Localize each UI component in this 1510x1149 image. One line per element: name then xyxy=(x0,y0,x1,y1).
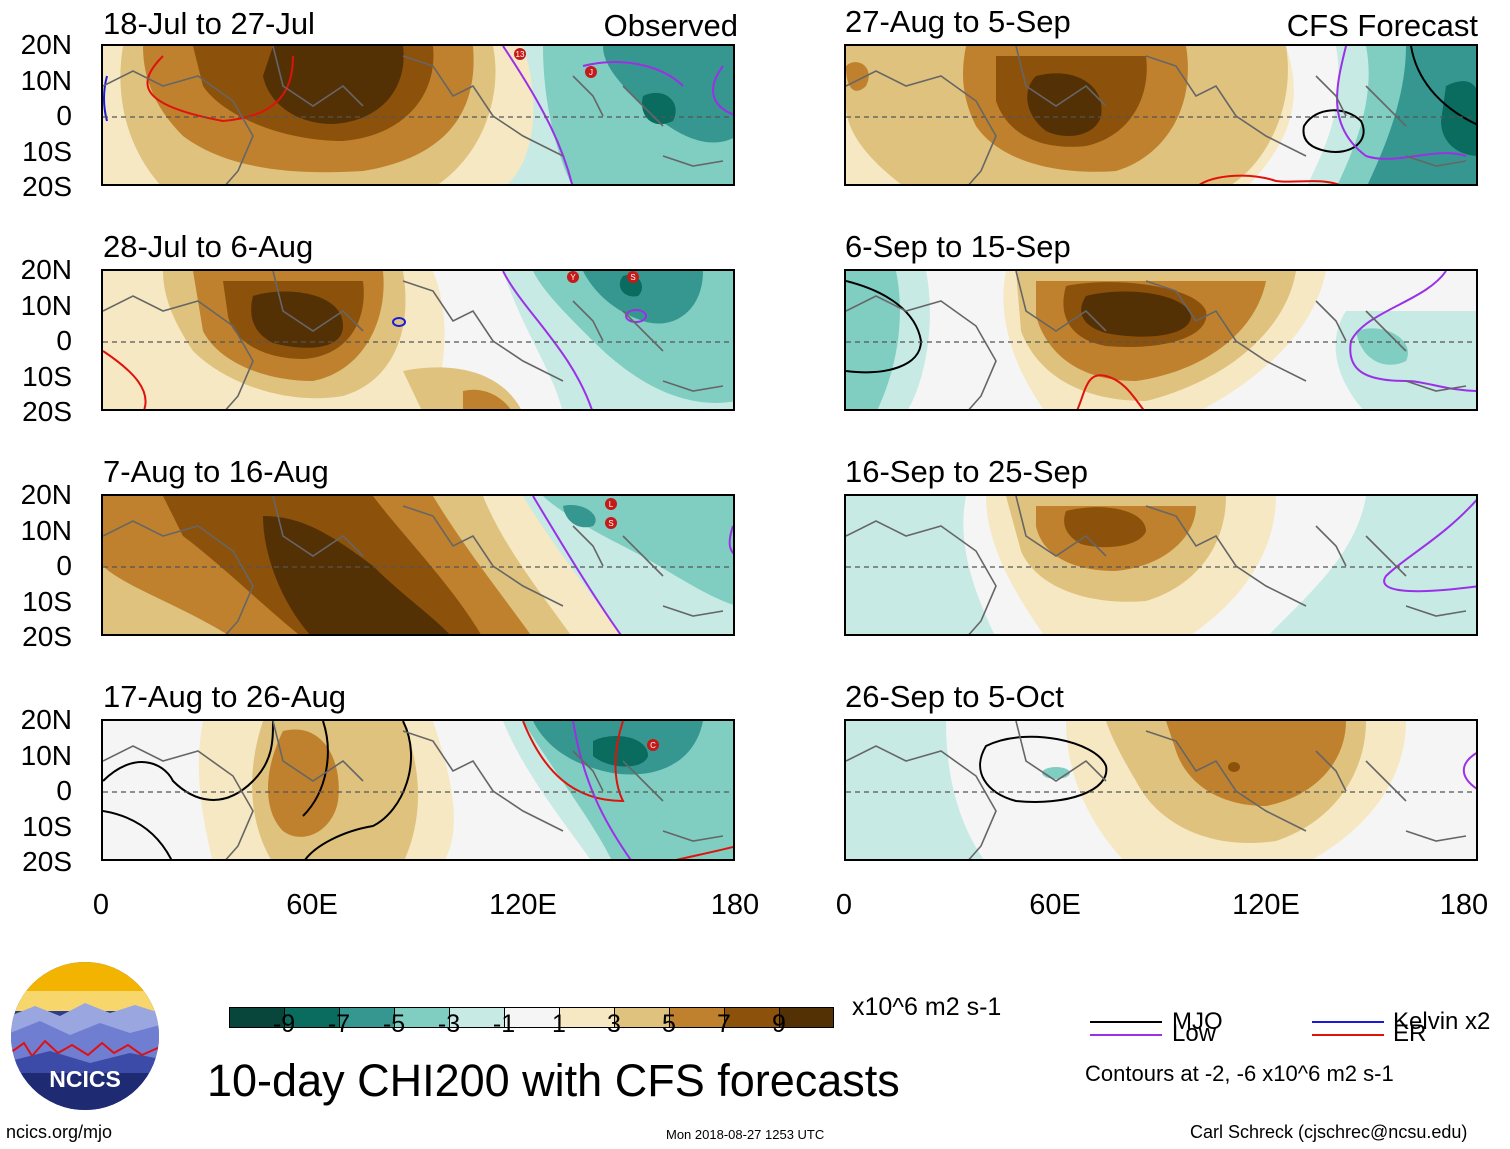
legend-line-mjo xyxy=(1090,1021,1162,1023)
legend-label-mjo: MJO xyxy=(1172,1008,1223,1035)
storm-icon: 13 xyxy=(514,48,526,60)
main-title: 10-day CHI200 with CFS forecasts xyxy=(207,1055,900,1106)
panel-title: 27-Aug to 5-Sep xyxy=(845,4,1071,39)
colorbar-label: 7 xyxy=(717,1010,731,1038)
lat-label: 20S xyxy=(22,171,72,202)
map-panel-forecast-3 xyxy=(844,494,1478,636)
lat-label: 10N xyxy=(20,740,72,771)
colorbar-label: 3 xyxy=(607,1010,621,1038)
storm-icon: L xyxy=(605,498,617,510)
legend-line-kelvin xyxy=(1312,1021,1384,1023)
lat-label: 10N xyxy=(20,65,72,96)
panel-title: 26-Sep to 5-Oct xyxy=(845,679,1064,714)
footer-timestamp: Mon 2018-08-27 1253 UTC xyxy=(666,1127,825,1142)
cfs-forecast-label: CFS Forecast xyxy=(1286,8,1478,43)
lon-label: 180 xyxy=(710,889,760,921)
colorbar-label: 1 xyxy=(552,1010,566,1038)
colorbar-swatch xyxy=(779,1007,834,1028)
footer-url[interactable]: ncics.org/mjo xyxy=(6,1122,113,1142)
panel-title: 17-Aug to 26-Aug xyxy=(103,679,347,714)
map-panel-observed-2: Y S xyxy=(101,269,735,411)
map-panel-forecast-2 xyxy=(844,269,1478,411)
lat-label: 20N xyxy=(20,254,72,285)
lon-label: 0 xyxy=(92,889,110,921)
footer-author: Carl Schreck (cjschrec@ncsu.edu) xyxy=(1190,1122,1468,1142)
storm-icon: J xyxy=(585,66,597,78)
colorbar-label: 5 xyxy=(662,1010,676,1038)
legend-line-low xyxy=(1090,1034,1162,1036)
lat-label: 20N xyxy=(20,29,72,60)
logo-text: NCICS xyxy=(49,1066,121,1092)
colorbar-label: -1 xyxy=(492,1010,516,1038)
lat-label: 0 xyxy=(56,550,72,581)
map-panel-observed-1: 13 J xyxy=(101,44,735,186)
legend-label-low: Low xyxy=(1172,1020,1217,1047)
lat-label: 10N xyxy=(20,290,72,321)
lat-label: 0 xyxy=(56,100,72,131)
lon-label: 120E xyxy=(1232,889,1300,921)
storm-label: J xyxy=(589,68,593,77)
lat-label: 20N xyxy=(20,704,72,735)
legend-line-er xyxy=(1312,1034,1384,1036)
lat-label: 0 xyxy=(56,775,72,806)
legend-label-kelvin: Kelvin x2 xyxy=(1393,1008,1491,1035)
storm-label: S xyxy=(608,519,613,528)
map-panel-forecast-1 xyxy=(844,44,1478,186)
panel-title: 6-Sep to 15-Sep xyxy=(845,229,1071,264)
lon-label: 60E xyxy=(1029,889,1081,921)
map-panel-forecast-4 xyxy=(844,719,1478,861)
colorbar xyxy=(229,1007,834,1028)
colorbar-label: -3 xyxy=(437,1010,461,1038)
storm-label: S xyxy=(630,273,635,282)
storm-label: L xyxy=(609,500,614,509)
map-panel-observed-4: C xyxy=(101,719,735,861)
lat-label: 10S xyxy=(22,811,72,842)
lat-label: 10S xyxy=(22,586,72,617)
storm-icon: S xyxy=(627,271,639,283)
lon-label: 120E xyxy=(489,889,557,921)
map-panel-observed-3: L S xyxy=(101,494,735,636)
lat-label: 20N xyxy=(20,479,72,510)
panel-title: 16-Sep to 25-Sep xyxy=(845,454,1089,489)
colorbar-label: -9 xyxy=(272,1010,296,1038)
storm-icon: Y xyxy=(567,271,579,283)
ncics-logo: NCICS xyxy=(10,961,160,1111)
lon-label: 60E xyxy=(286,889,338,921)
panel-title: 7-Aug to 16-Aug xyxy=(103,454,329,489)
lat-label: 0 xyxy=(56,325,72,356)
observed-label: Observed xyxy=(603,8,738,43)
storm-label: C xyxy=(650,741,656,750)
panel-title: 28-Jul to 6-Aug xyxy=(103,229,314,264)
lat-label: 10N xyxy=(20,515,72,546)
lat-label: 20S xyxy=(22,846,72,877)
contour-note: Contours at -2, -6 x10^6 m2 s-1 xyxy=(1085,1061,1394,1086)
storm-label: 13 xyxy=(516,50,525,59)
legend-label-er: ER xyxy=(1393,1020,1427,1047)
storm-icon: S xyxy=(605,517,617,529)
lat-label: 10S xyxy=(22,136,72,167)
lon-label: 0 xyxy=(835,889,853,921)
colorbar-label: 9 xyxy=(772,1010,786,1038)
lat-label: 10S xyxy=(22,361,72,392)
colorbar-label: -7 xyxy=(327,1010,351,1038)
storm-label: Y xyxy=(570,273,576,282)
colorbar-label: -5 xyxy=(382,1010,406,1038)
lat-label: 20S xyxy=(22,621,72,652)
lat-label: 20S xyxy=(22,396,72,427)
colorbar-units: x10^6 m2 s-1 xyxy=(852,993,1002,1021)
panel-title: 18-Jul to 27-Jul xyxy=(103,6,315,41)
storm-icon: C xyxy=(647,739,659,751)
lon-label: 180 xyxy=(1439,889,1489,921)
